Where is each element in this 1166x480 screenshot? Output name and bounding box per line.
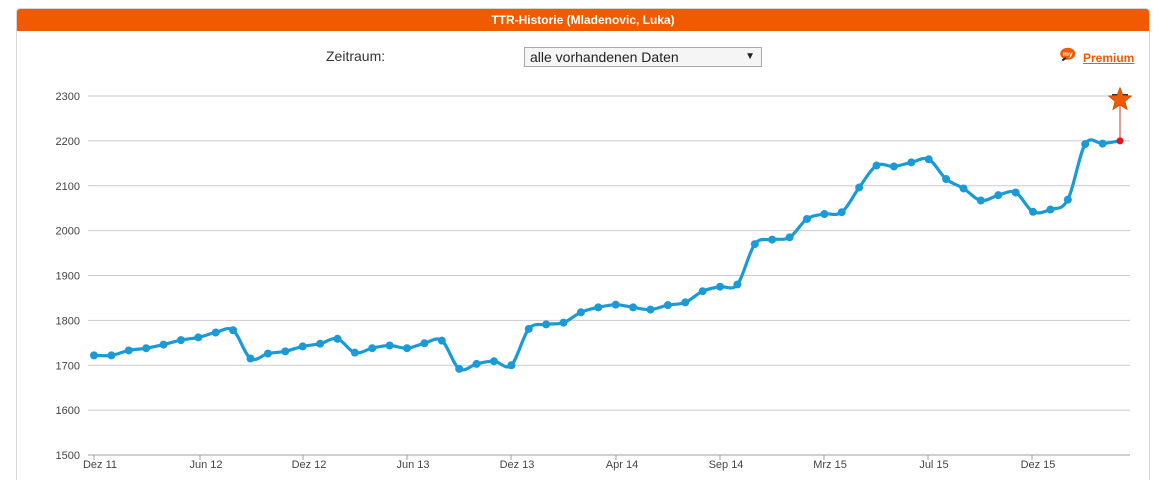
x-tick-label: Apr 14	[606, 459, 638, 471]
data-point	[159, 340, 168, 349]
data-point	[437, 336, 446, 345]
data-point	[820, 210, 829, 219]
y-tick-label: 2100	[56, 181, 80, 193]
y-tick-label: 1800	[56, 315, 80, 327]
ttr-history-panel: TTR-Historie (Mladenovic, Luka)	[16, 8, 1150, 480]
data-point	[298, 342, 307, 351]
data-point	[403, 344, 412, 353]
period-label: Zeitraum:	[326, 48, 386, 64]
data-point	[420, 339, 429, 348]
data-point	[472, 359, 481, 368]
data-point	[333, 334, 342, 343]
data-point	[907, 158, 916, 167]
x-tick-label: Jun 12	[189, 459, 222, 471]
data-point	[316, 339, 325, 348]
data-point	[281, 347, 290, 356]
data-point	[802, 214, 811, 223]
data-point	[750, 240, 759, 249]
premium-link-text: Premium	[1083, 51, 1135, 65]
data-point	[194, 333, 203, 342]
premium-badge-text: my	[1063, 51, 1073, 58]
current-ttr-point	[1116, 137, 1124, 145]
data-point	[246, 354, 255, 363]
data-point	[455, 364, 464, 373]
data-point	[785, 233, 794, 242]
data-point	[124, 346, 133, 355]
data-point	[994, 191, 1003, 200]
data-point	[681, 298, 690, 307]
x-tick-label: Sep 14	[709, 459, 744, 471]
forecast-star-icon	[1107, 86, 1133, 111]
data-point	[542, 320, 551, 329]
data-point	[924, 155, 933, 164]
data-point	[942, 175, 951, 184]
data-point	[733, 280, 742, 289]
data-point	[1029, 207, 1038, 216]
data-point	[385, 341, 394, 350]
data-point	[594, 303, 603, 312]
data-point	[1011, 188, 1020, 197]
panel-title: TTR-Historie (Mladenovic, Luka)	[17, 9, 1149, 31]
data-point	[872, 161, 881, 170]
data-point	[350, 348, 359, 357]
data-point	[629, 303, 638, 312]
x-tick-label: Jun 13	[396, 459, 429, 471]
y-tick-label: 1900	[56, 271, 80, 283]
data-point	[611, 300, 620, 309]
y-tick-label: 1600	[56, 405, 80, 417]
y-tick-label: 1700	[56, 360, 80, 372]
data-point	[263, 349, 272, 358]
premium-logo-icon: my	[1060, 47, 1076, 62]
data-point	[976, 196, 985, 205]
data-point	[1063, 195, 1072, 204]
data-point	[698, 287, 707, 296]
period-select-value: alle vorhandenen Daten	[530, 49, 679, 65]
data-point	[646, 305, 655, 314]
x-tick-label: Jul 15	[919, 459, 948, 471]
data-point	[90, 351, 98, 360]
data-point	[507, 361, 516, 370]
series-line	[93, 138, 1121, 372]
data-point	[1046, 205, 1055, 214]
data-point	[229, 326, 238, 335]
data-point	[716, 282, 725, 291]
x-tick-label: Dez 12	[292, 459, 327, 471]
data-point	[1081, 140, 1090, 149]
y-tick-label: 2000	[56, 226, 80, 238]
y-tick-label: 1500	[56, 450, 80, 462]
data-point	[855, 183, 864, 192]
data-point	[368, 344, 377, 353]
x-tick-label: Dez 13	[500, 459, 535, 471]
x-tick-label: Dez 15	[1021, 459, 1056, 471]
data-point	[107, 351, 116, 360]
data-point	[489, 357, 498, 366]
data-point	[959, 184, 968, 193]
period-select[interactable]: alle vorhandenen Daten ▼	[524, 47, 762, 67]
data-point	[663, 301, 672, 310]
data-point	[1098, 139, 1107, 148]
data-point	[176, 336, 185, 345]
data-point	[211, 328, 220, 337]
chevron-down-icon: ▼	[745, 51, 755, 62]
data-point	[576, 308, 585, 317]
data-point	[142, 344, 151, 353]
data-point	[524, 324, 533, 333]
x-tick-label: Mrz 15	[813, 459, 847, 471]
data-point	[768, 235, 777, 244]
y-tick-label: 2200	[56, 136, 80, 148]
x-tick-label: Dez 11	[83, 459, 117, 471]
data-point	[559, 318, 568, 327]
y-tick-label: 2300	[56, 91, 80, 103]
data-point	[889, 162, 898, 171]
data-point	[837, 208, 846, 217]
